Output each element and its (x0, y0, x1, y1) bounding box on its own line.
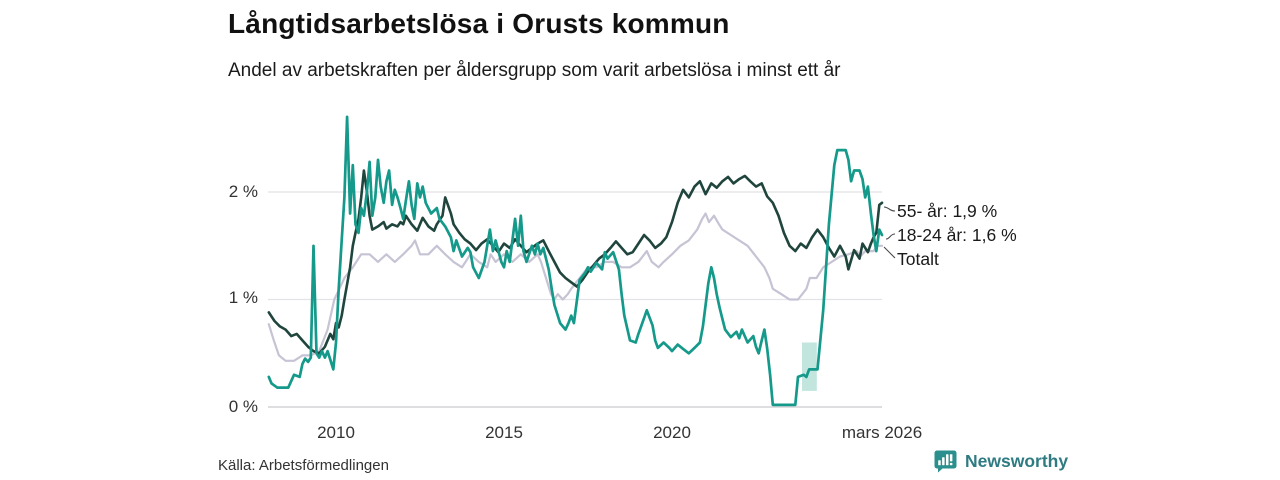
bar-chart-speech-bubble-icon (933, 449, 958, 474)
y-axis-tick-1: 1 % (228, 288, 258, 307)
y-axis-tick-2: 2 % (228, 182, 258, 201)
source-note: Källa: Arbetsförmedlingen (218, 457, 389, 474)
legend-label-55-ar: 55- år: 1,9 % (897, 201, 998, 221)
x-axis-tick-2010: 2010 (317, 423, 355, 442)
brand-name: Newsworthy (965, 451, 1069, 471)
page-title: Långtidsarbetslösa i Orusts kommun (228, 8, 730, 39)
legend-label-totalt: Totalt (897, 249, 939, 269)
x-axis-tick-2020: 2020 (653, 423, 691, 442)
x-axis-tick-2015: 2015 (485, 423, 523, 442)
y-axis-tick-0: 0 % (228, 397, 258, 416)
legend-label-18-24-ar: 18-24 år: 1,6 % (897, 225, 1017, 245)
newsworthy-logo[interactable]: Newsworthy (933, 449, 1068, 474)
x-axis-tick-mars-2026: mars 2026 (841, 423, 923, 442)
chart-subtitle: Andel av arbetskraften per åldersgrupp s… (228, 60, 841, 81)
